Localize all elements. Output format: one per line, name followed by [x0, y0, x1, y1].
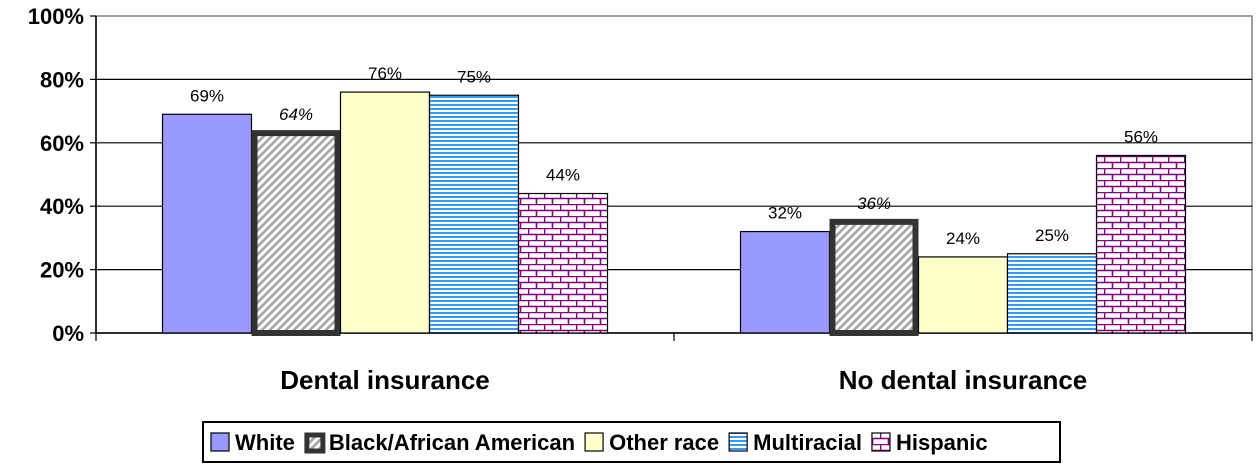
category-label: No dental insurance: [839, 365, 1088, 395]
bar: [161, 113, 253, 334]
category-label: Dental insurance: [280, 365, 490, 395]
data-label: 36%: [857, 194, 891, 213]
data-label: 25%: [1035, 226, 1069, 245]
bar: [1006, 253, 1098, 334]
data-label: 44%: [546, 166, 580, 185]
bar: [1095, 154, 1187, 334]
data-label: 76%: [368, 64, 402, 83]
legend-label: Hispanic: [896, 430, 988, 455]
data-label: 64%: [279, 105, 313, 124]
bar: [917, 256, 1009, 334]
y-tick-label: 80%: [40, 67, 84, 92]
legend-label: Multiracial: [753, 430, 862, 455]
legend: [202, 421, 1061, 463]
legend-label: White: [235, 430, 295, 455]
bar: [339, 91, 431, 334]
y-tick-label: 20%: [40, 258, 84, 283]
y-tick-label: 40%: [40, 194, 84, 219]
legend-swatch: [304, 432, 326, 454]
bar: [251, 130, 341, 336]
bar: [739, 230, 831, 334]
legend-swatch: [728, 432, 748, 452]
data-label: 32%: [768, 204, 802, 223]
legend-swatch: [584, 432, 604, 452]
y-tick-label: 0%: [52, 321, 84, 346]
bar: [428, 94, 520, 334]
y-tick-label: 100%: [28, 4, 84, 29]
bar: [829, 218, 919, 337]
data-label: 75%: [457, 67, 491, 86]
y-tick-label: 60%: [40, 131, 84, 156]
legend-swatch: [871, 432, 891, 452]
data-label: 24%: [946, 229, 980, 248]
bar: [517, 192, 609, 334]
data-label: 69%: [190, 86, 224, 105]
legend-label: Black/African American: [329, 430, 575, 455]
legend-label: Other race: [609, 430, 719, 455]
data-label: 56%: [1124, 127, 1158, 146]
legend-swatch: [210, 432, 230, 452]
